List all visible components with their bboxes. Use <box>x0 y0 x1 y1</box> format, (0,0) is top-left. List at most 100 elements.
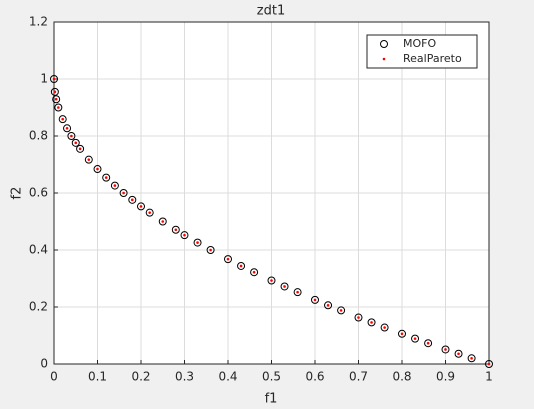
point <box>71 138 80 147</box>
point <box>467 354 476 363</box>
point <box>206 246 215 254</box>
point <box>84 155 93 164</box>
point <box>209 248 212 252</box>
point <box>158 217 167 226</box>
x-tick-label: 0.6 <box>305 370 324 384</box>
point <box>145 208 154 217</box>
point <box>63 124 72 133</box>
y-tick-label: 1.2 <box>29 15 48 29</box>
point <box>122 191 125 195</box>
point <box>324 301 333 310</box>
point <box>250 268 259 277</box>
point <box>226 257 230 261</box>
point <box>380 323 389 332</box>
point <box>413 337 417 340</box>
y-tick-label: 0.2 <box>29 300 48 314</box>
point <box>270 279 273 282</box>
y-axis-label: f2 <box>10 187 25 200</box>
point <box>252 270 256 274</box>
point <box>67 132 76 140</box>
point <box>52 95 61 104</box>
point <box>128 195 137 204</box>
point <box>370 321 373 324</box>
point <box>113 184 117 187</box>
point <box>224 255 232 264</box>
point <box>50 87 59 96</box>
legend-label: MOFO <box>403 37 436 50</box>
x-tick-label: 0.9 <box>436 370 455 384</box>
point <box>174 228 178 232</box>
point <box>454 349 463 358</box>
point <box>137 202 145 211</box>
point <box>87 158 91 161</box>
point <box>61 117 64 121</box>
point <box>119 189 128 197</box>
x-tick-label: 0.5 <box>262 370 281 384</box>
point <box>96 167 99 171</box>
point <box>104 176 108 179</box>
chart-title: zdt1 <box>257 4 285 19</box>
y-tick-label: 0.6 <box>29 186 48 200</box>
y-tick-label: 1 <box>40 72 48 86</box>
point <box>139 205 143 208</box>
point <box>337 306 346 315</box>
point <box>76 144 85 153</box>
legend-label: RealPareto <box>403 52 462 65</box>
point <box>193 238 202 247</box>
legend-marker <box>380 40 388 48</box>
point <box>339 309 343 312</box>
point <box>110 181 119 190</box>
point <box>53 90 57 94</box>
legend-marker <box>382 57 386 61</box>
x-axis-label: f1 <box>265 392 278 407</box>
x-tick-label: 0 <box>50 370 58 384</box>
point <box>280 282 289 291</box>
point <box>313 298 317 302</box>
y-tick-label: 0.4 <box>29 243 48 257</box>
point <box>50 75 58 83</box>
point <box>54 103 63 112</box>
y-tick-label: 0 <box>40 357 48 371</box>
point <box>65 127 69 130</box>
point <box>74 141 78 145</box>
point <box>148 211 151 214</box>
point <box>183 233 186 237</box>
point <box>283 285 286 288</box>
point <box>102 173 111 182</box>
axes-frame <box>53 21 490 365</box>
point <box>161 220 165 223</box>
point <box>383 326 386 329</box>
point <box>70 134 73 138</box>
point <box>293 288 302 297</box>
point <box>78 147 82 151</box>
point <box>267 276 276 285</box>
point <box>311 295 319 304</box>
x-tick-label: 0.3 <box>175 370 194 384</box>
point <box>58 115 67 124</box>
point <box>171 225 180 234</box>
point <box>470 357 473 360</box>
point <box>357 316 360 319</box>
point <box>424 339 433 348</box>
x-tick-label: 0.7 <box>349 370 368 384</box>
point <box>326 303 330 307</box>
point <box>196 241 199 244</box>
point <box>485 360 493 368</box>
x-tick-label: 0.4 <box>218 370 237 384</box>
x-tick-label: 1 <box>485 370 493 384</box>
x-tick-label: 0.1 <box>88 370 107 384</box>
x-tick-label: 0.8 <box>392 370 411 384</box>
point <box>237 261 246 270</box>
point <box>57 106 60 109</box>
point <box>426 341 430 345</box>
point <box>411 334 420 343</box>
point <box>52 77 56 81</box>
x-tick-label: 0.2 <box>131 370 150 384</box>
point <box>441 345 450 354</box>
point <box>457 352 460 356</box>
y-tick-label: 0.8 <box>29 129 48 143</box>
point <box>487 362 491 366</box>
point <box>239 264 243 268</box>
point <box>93 165 102 174</box>
